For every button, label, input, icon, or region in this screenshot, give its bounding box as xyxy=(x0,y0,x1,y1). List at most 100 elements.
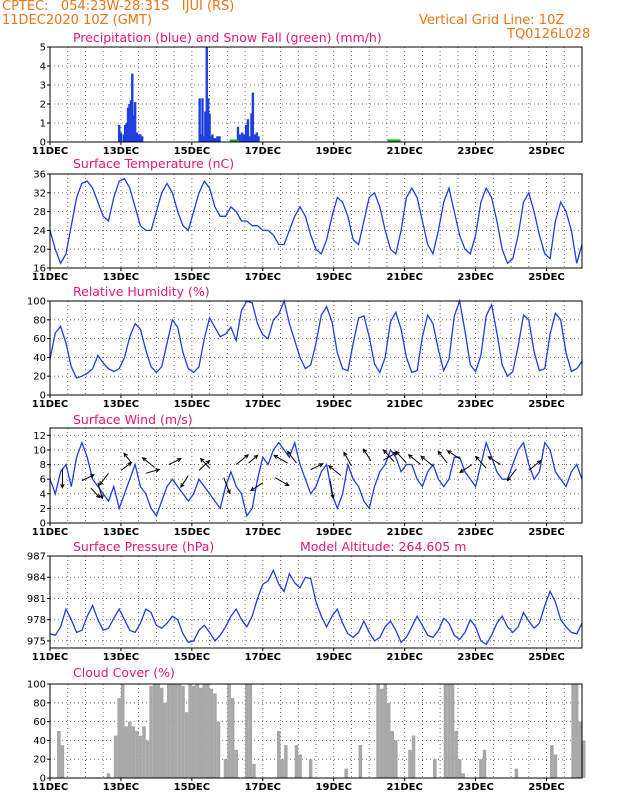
header-run-code: TQ0126L028 xyxy=(507,27,591,42)
wind-arrow-head xyxy=(155,468,161,473)
cloud-ytick-label: 60 xyxy=(33,717,46,728)
pressure-xtick-label: 17DEC xyxy=(245,652,281,663)
humidity-line xyxy=(49,298,583,379)
precip-xtick-label: 19DEC xyxy=(316,146,352,157)
cloud-bar xyxy=(582,740,586,778)
cloud-bar xyxy=(358,745,363,778)
cloud-bar xyxy=(117,698,121,778)
cloud-bar xyxy=(230,698,235,778)
wind-xtick-label: 21DEC xyxy=(386,527,422,538)
header-datetime: 11DEC2020 10Z (GMT) xyxy=(2,13,153,28)
wind-ytick-label: 2 xyxy=(40,504,46,515)
snow-bar xyxy=(391,139,398,142)
cloud-bar xyxy=(174,684,178,778)
wind-arrow-head xyxy=(330,494,335,500)
cloud-xtick-label: 11DEC xyxy=(32,782,68,793)
wind-arrow-head xyxy=(474,455,480,461)
wind-plot-area xyxy=(50,428,582,523)
cloud-bar xyxy=(213,693,217,778)
cloud-ytick-label: 0 xyxy=(40,774,46,785)
wind-arrow-shaft xyxy=(420,455,434,467)
wind-arrow-shaft xyxy=(99,473,109,486)
wind-line xyxy=(49,440,583,518)
wind-arrow-shaft xyxy=(459,464,473,473)
precip-bar xyxy=(208,113,211,142)
cloud-bar xyxy=(216,721,221,778)
cloud-bar xyxy=(298,754,302,778)
cloud-bar xyxy=(113,735,118,778)
wind-arrow-head xyxy=(286,450,292,456)
wind-arrow-head xyxy=(123,452,128,458)
cloud-ytick-label: 40 xyxy=(33,736,46,747)
humidity-ytick-label: 100 xyxy=(27,297,46,308)
wind-ytick-label: 10 xyxy=(33,445,46,456)
precip-bar xyxy=(206,98,210,142)
wind-arrow-shaft xyxy=(145,468,160,474)
wind-arrow-head xyxy=(284,481,290,487)
precip-bar xyxy=(211,134,214,142)
cloud-title: Cloud Cover (%) xyxy=(73,665,175,680)
cloud-bar xyxy=(170,684,175,778)
wind-arrow-shaft xyxy=(198,460,210,471)
cloud-ytick-label: 80 xyxy=(33,698,46,709)
cloud-bar xyxy=(159,687,164,778)
temp-frame xyxy=(49,173,583,269)
cloud-bar xyxy=(248,684,253,778)
wind-arrow-head xyxy=(180,483,185,489)
cloud-xtick-label: 25DEC xyxy=(528,782,564,793)
cloud-bar xyxy=(195,684,199,778)
humidity-ytick-label: 40 xyxy=(33,353,46,364)
precip-bar xyxy=(257,136,260,142)
precip-frame xyxy=(49,46,583,143)
pressure-line xyxy=(49,568,583,646)
precip-bar xyxy=(205,47,208,142)
wind-arrow-shaft xyxy=(328,465,342,476)
cloud-bar xyxy=(57,731,61,778)
precip-bar xyxy=(201,98,204,142)
pressure-xtick-label: 11DEC xyxy=(32,652,68,663)
precip-bar xyxy=(241,132,244,142)
snow-bar xyxy=(394,139,401,142)
wind-arrow-shaft xyxy=(383,451,398,461)
wind-arrow-shaft xyxy=(363,448,372,462)
precip-bar xyxy=(132,115,135,142)
pressure-ytick-label: 987 xyxy=(27,552,46,563)
humidity-plot-area xyxy=(50,301,582,395)
precip-bar xyxy=(135,132,139,142)
wind-arrow-head xyxy=(273,454,279,459)
humidity-xtick-label: 13DEC xyxy=(103,399,139,410)
precip-bar xyxy=(122,134,125,142)
wind-arrow-head xyxy=(99,494,104,500)
precip-bar xyxy=(253,134,257,142)
wind-arrow-head xyxy=(382,449,388,454)
wind-arrow-shaft xyxy=(180,475,189,488)
cloud-xtick-label: 15DEC xyxy=(174,782,210,793)
humidity-ytick-label: 60 xyxy=(33,334,46,345)
wind-arrow-head xyxy=(176,458,182,463)
precip-plot-area xyxy=(50,47,582,142)
precip-bar xyxy=(255,132,258,142)
wind-xtick-label: 15DEC xyxy=(174,527,210,538)
precip-bar xyxy=(141,136,144,142)
wind-arrow-head xyxy=(437,450,443,456)
precip-bar xyxy=(250,113,253,142)
temp-xtick-label: 21DEC xyxy=(386,272,422,283)
wind-arrow-shaft xyxy=(90,487,101,499)
wind-arrow-head xyxy=(420,455,426,461)
cloud-bar xyxy=(482,749,487,778)
wind-arrow-shaft xyxy=(235,454,249,465)
cloud-bar xyxy=(135,731,139,778)
precip-xtick-label: 23DEC xyxy=(457,146,493,157)
humidity-frame xyxy=(49,300,583,396)
wind-arrow-shaft xyxy=(408,454,421,465)
wind-arrow-head xyxy=(487,456,493,461)
cloud-bar xyxy=(145,740,150,778)
cloud-bar xyxy=(188,684,192,778)
wind-xtick-label: 13DEC xyxy=(103,527,139,538)
wind-xtick-label: 17DEC xyxy=(245,527,281,538)
wind-arrow-shaft xyxy=(120,462,132,471)
cloud-bar xyxy=(386,702,391,778)
cloud-bar xyxy=(574,684,579,778)
wind-arrow-shaft xyxy=(273,454,288,464)
